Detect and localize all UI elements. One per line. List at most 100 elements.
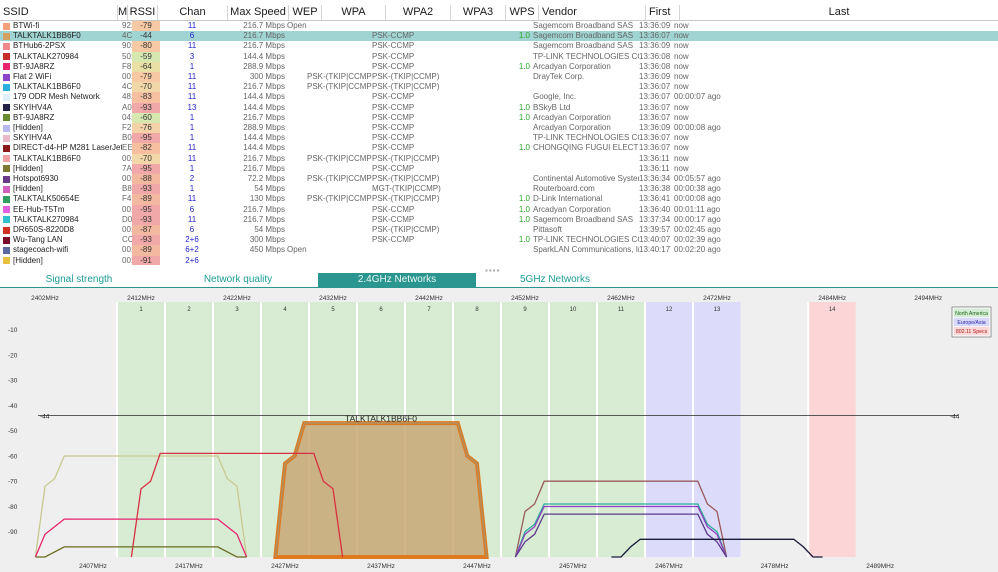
cell-wpa2: PSK-CCMP [372,41,415,51]
col-mac-header[interactable]: M [118,5,128,20]
col-rssi-header[interactable]: RSSI [128,5,158,20]
col-ssid-header[interactable]: SSID [0,5,118,20]
cell-mac: 00: [122,255,132,265]
col-wpa3-header[interactable]: WPA3 [451,5,506,20]
cell-vendor: TP-LINK TECHNOLOGIES CO.,LTD. [533,235,639,245]
cell-ssid: TALKTALK270984 [13,214,79,224]
cell-vendor: Sagemcom Broadband SAS [533,31,634,41]
table-row[interactable]: SKYIHV4A B0:-95 1 144.4 Mbps PSK-CCMP TP-LINK… [0,133,998,144]
channel-label: 11 [618,307,625,313]
channel-band [808,302,856,557]
table-row[interactable]: Flat 2 WiFi 00:-79 11 300 Mbps PSK-(TKIP|CCM… [0,72,998,83]
table-row[interactable]: TALKTALK50654E F4:-89 11 130 Mbps PSK-(TKIP|… [0,194,998,205]
table-row[interactable]: BT-9JA8RZ 04:-60 1 216.7 Mbps PSK-CCMP 1.0Arc… [0,112,998,123]
cell-mac: 00: [122,204,132,214]
cell-speed: 144.4 Mbps [243,133,285,143]
table-row[interactable]: [Hidden] F2:-76 1 288.9 Mbps PSK-CCMP Arcadya… [0,123,998,134]
cell-wps: 1.0 [518,143,530,153]
tab-signal-strength[interactable]: Signal strength [45,274,113,285]
cell-chan: 11 [187,92,197,102]
y-tick-label: -20 [8,352,18,359]
cell-ssid: DR650S-8220D8 [13,225,74,234]
col-speed-header[interactable]: Max Speed [228,5,289,20]
table-row[interactable]: TALKTALK1BB6F0 4C:-70 11 216.7 Mbps PSK-(TKI… [0,82,998,93]
cell-ssid: Wu-Tang LAN [13,235,63,245]
cell-wpa [307,143,372,153]
table-row[interactable]: [Hidden] B8:-93 1 54 Mbps MGT-(TKIP|CCMP) Rou… [0,184,998,195]
color-swatch [3,104,10,112]
cell-mac: 00: [122,153,132,163]
table-row[interactable]: TALKTALK270984 D0:-93 11 216.7 Mbps PSK-CCMP… [0,214,998,225]
col-last-header[interactable]: Last [828,6,850,18]
col-wep-header[interactable]: WEP [289,5,322,20]
cell-wps: 1.0 [518,31,530,41]
cell-wpa [307,205,372,215]
table-row[interactable]: TALKTALK1BB6F0 00:-70 11 216.7 Mbps PSK-(TKI… [0,153,998,164]
color-swatch [3,257,10,265]
cell-wpa: PSK-(TKIP|CCMP) [307,194,372,204]
table-row[interactable]: EE-Hub-T5Tm 00:-95 6 216.7 Mbps PSK-CCMP 1.0A… [0,204,998,215]
tab-network-quality[interactable]: Network quality [203,274,273,285]
cell-first: 13:36:09 [639,21,671,30]
tab-5ghz-networks[interactable]: 5GHz Networks [519,274,590,285]
cell-vendor: Arcadyan Corporation [533,112,611,122]
table-row[interactable]: TALKTALK270984 50:-59 3 144.4 Mbps PSK-CCMP T… [0,51,998,62]
cell-wpa3 [444,215,500,225]
cell-speed: 288.9 Mbps [243,61,285,71]
table-row[interactable]: Hotspot6930 00:-88 2 72.2 Mbps PSK-(TKIP|CCM… [0,174,998,185]
color-swatch [3,216,10,224]
channel-label: 3 [235,307,239,313]
col-vendor-header[interactable]: Vendor [539,5,646,20]
cell-vendor: Arcadyan Corporation [533,123,611,132]
cell-mac: 48: [122,92,132,102]
col-wpa-header[interactable]: WPA [322,5,386,20]
color-swatch [3,22,10,30]
cell-first: 13:36:07 [639,133,671,143]
cell-rssi: -93 [132,184,160,195]
cell-wps [500,123,533,133]
cell-rssi: -93 [132,214,160,225]
cell-wpa2: PSK-CCMP [372,214,415,224]
table-row[interactable]: [Hidden] 7A:-95 1 216.7 Mbps PSK-CCMP 13:36:1… [0,163,998,174]
cell-rssi: -82 [132,143,160,154]
cell-wpa2: PSK-CCMP [372,112,415,122]
cell-wpa [307,215,372,225]
series-line-4 [35,546,247,558]
table-row[interactable]: BTHub6-2PSX 90:-80 11 216.7 Mbps PSK-CCMP Sag… [0,41,998,52]
cell-open [285,215,307,225]
cell-last: 00:00:08 ago [674,123,721,132]
cell-wpa [307,103,372,113]
tab-2ghz-networks[interactable]: 2.4GHz Networks [318,273,476,287]
top-freq-label: 2432MHz [319,295,347,302]
cell-vendor: SparkLAN Communications, Inc. [533,245,639,255]
cell-wpa2: PSK-CCMP [372,133,415,143]
cell-open [285,92,307,102]
cell-wpa2: PSK-(TKIP|CCMP) [372,194,440,204]
col-wps-header[interactable]: WPS [506,5,539,20]
col-chan-header[interactable]: Chan [158,5,228,20]
cell-wpa3 [444,245,500,255]
col-wpa2-header[interactable]: WPA2 [386,5,451,20]
color-swatch [3,246,10,254]
table-row[interactable]: BT-9JA8RZ F8:-64 1 288.9 Mbps PSK-CCMP 1.0Arc… [0,61,998,72]
cell-ssid: [Hidden] [13,184,43,194]
cell-speed: 216.7 Mbps [243,41,285,51]
channel-label: 7 [427,307,431,313]
cell-last: 00:02:39 ago [674,235,721,245]
cell-speed [224,256,285,265]
cell-mac: D0: [122,214,132,224]
splitter-grip[interactable]: ▪▪▪▪ [485,266,501,275]
table-row[interactable]: [Hidden] 00:-91 2+6 [0,255,998,265]
bottom-freq-label: 2478MHz [761,563,789,570]
table-row[interactable]: 179 ODR Mesh Network 48:-83 11 144.4 Mbps PS… [0,92,998,103]
table-row[interactable]: DR650S-8220D8 00:-87 6 54 Mbps PSK-(TKIP|CCM… [0,225,998,236]
cell-rssi: -95 [132,204,160,215]
col-first-header[interactable]: First [646,5,680,20]
table-row[interactable]: Wu-Tang LAN CC:-93 2+6 300 Mbps PSK-CCMP 1.0T… [0,235,998,246]
table-row[interactable]: SKYIHV4A A0:-93 13 144.4 Mbps PSK-CCMP 1.0BSk… [0,102,998,113]
table-row[interactable]: TALKTALK1BB6F0 4C: -44 6 216.7 Mbps PSK-CCMP 1… [0,31,998,42]
cell-open [285,82,307,92]
